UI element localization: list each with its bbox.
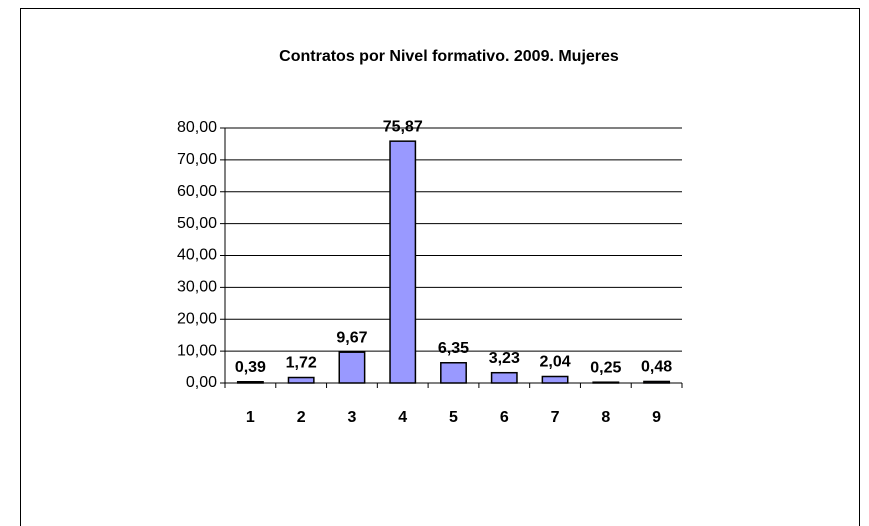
bar [338,351,366,384]
bar [440,362,467,384]
y-tick-label: 30,00 [177,279,217,296]
value-label: 0,25 [590,359,621,376]
y-tick-label: 60,00 [177,183,217,200]
value-label: 0,39 [235,359,266,376]
x-tick-label: 1 [246,409,255,426]
chart-title: Contratos por Nivel formativo. 2009. Muj… [279,48,619,65]
y-tick-label: 10,00 [177,342,217,359]
y-tick-label: 70,00 [177,151,217,168]
bar [541,375,569,384]
value-label: 6,35 [438,340,469,357]
x-tick-label: 4 [398,409,407,426]
bar [389,140,417,384]
y-tick-label: 0,00 [186,374,217,391]
value-label: 9,67 [336,329,367,346]
value-label: 3,23 [489,350,520,367]
bar [490,371,518,384]
y-tick-label: 20,00 [177,310,217,327]
y-tick-label: 50,00 [177,215,217,232]
x-tick-label: 6 [500,409,509,426]
y-tick-label: 80,00 [177,119,217,136]
x-tick-label: 9 [652,409,661,426]
bar [287,376,315,384]
x-tick-label: 3 [347,409,356,426]
y-tick-label: 40,00 [177,247,217,264]
x-tick-label: 5 [449,409,458,426]
x-tick-label: 7 [551,409,560,426]
value-label: 2,04 [539,354,570,371]
x-tick-label: 2 [297,409,306,426]
value-label: 0,48 [641,359,672,376]
x-tick-label: 8 [601,409,610,426]
value-label: 75,87 [383,118,423,135]
value-label: 1,72 [286,355,317,372]
chart-frame [20,8,860,526]
